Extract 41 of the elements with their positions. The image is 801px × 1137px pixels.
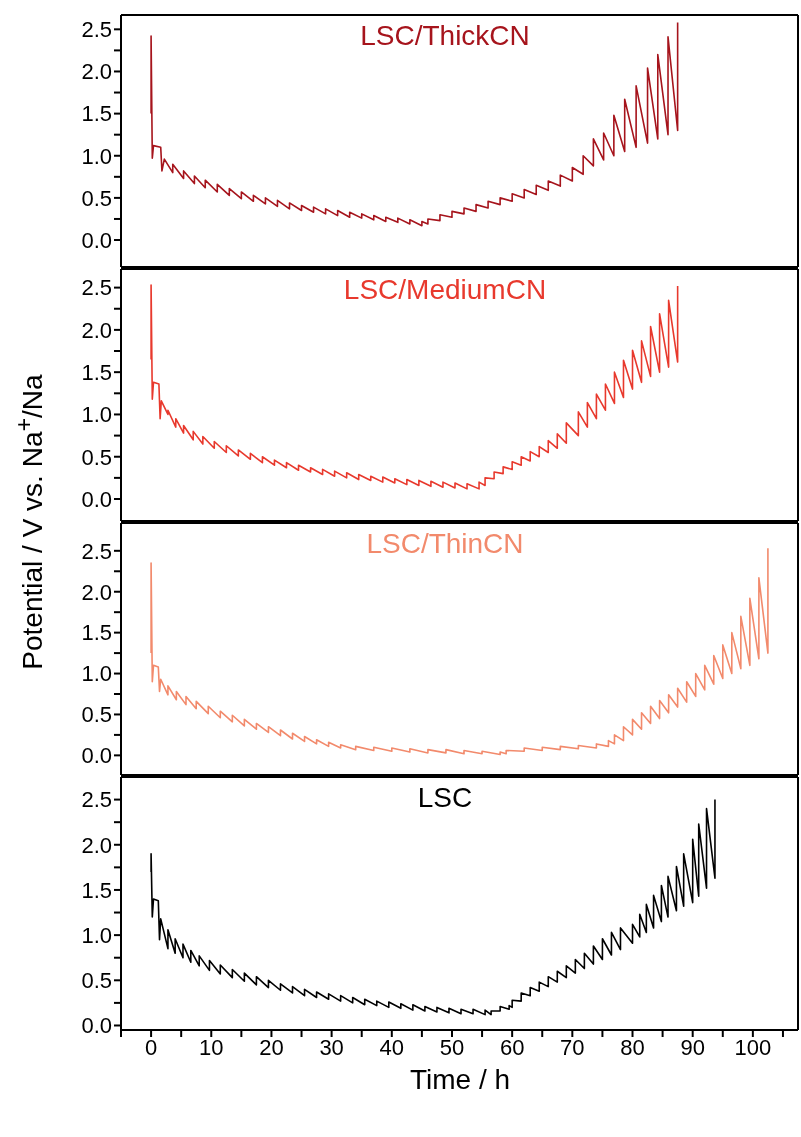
y-tick-label: 0.0 (81, 486, 112, 512)
y-tick-label: 2.0 (81, 579, 112, 605)
y-tick-label: 1.5 (81, 877, 112, 903)
x-tick-label: 90 (680, 1034, 705, 1060)
x-tick-label: 100 (734, 1034, 772, 1060)
y-tick-label: 2.5 (81, 538, 112, 564)
x-tick-label: 0 (144, 1034, 158, 1060)
y-tick-label: 1.5 (81, 620, 112, 646)
y-tick-label: 0.5 (81, 185, 112, 211)
x-tick-label: 40 (379, 1034, 405, 1060)
chart-title: LSC/ThinCN (365, 528, 525, 560)
y-tick-label: 0.0 (81, 743, 112, 769)
y-tick-label: 2.0 (81, 59, 112, 85)
y-tick-label: 0.0 (81, 1013, 112, 1039)
x-tick-label: 10 (199, 1034, 224, 1060)
y-tick-label: 0.5 (81, 968, 112, 994)
y-tick-label: 2.0 (81, 832, 112, 858)
y-tick-label: 1.5 (81, 101, 112, 127)
x-tick-label: 70 (560, 1034, 585, 1060)
x-tick-label: 50 (439, 1034, 465, 1060)
y-tick-label: 2.0 (81, 317, 112, 343)
x-tick-label: 80 (620, 1034, 645, 1060)
y-tick-label: 2.5 (81, 275, 112, 301)
y-tick-label: 1.5 (81, 359, 112, 385)
y-tick-label: 2.5 (81, 787, 112, 813)
chart-title: LSC (416, 782, 474, 814)
line-series (150, 21, 679, 227)
y-tick-label: 0.5 (81, 702, 112, 728)
x-tick-label: 60 (499, 1034, 525, 1060)
x-tick-label: 30 (319, 1034, 344, 1060)
y-tick-label: 1.0 (81, 402, 112, 428)
y-tick-label: 1.0 (81, 922, 112, 948)
y-tick-label: 1.0 (81, 661, 112, 687)
chart-title: LSC/MediumCN (342, 274, 548, 306)
x-tick-label: 20 (259, 1034, 284, 1060)
y-tick-label: 1.0 (81, 143, 112, 169)
x-axis-title: Time / h (408, 1064, 512, 1096)
y-tick-label: 0.5 (81, 444, 112, 470)
y-tick-label: 0.0 (81, 227, 112, 253)
y-tick-label: 2.5 (81, 17, 112, 43)
chart-title: LSC/ThickCN (359, 20, 531, 52)
